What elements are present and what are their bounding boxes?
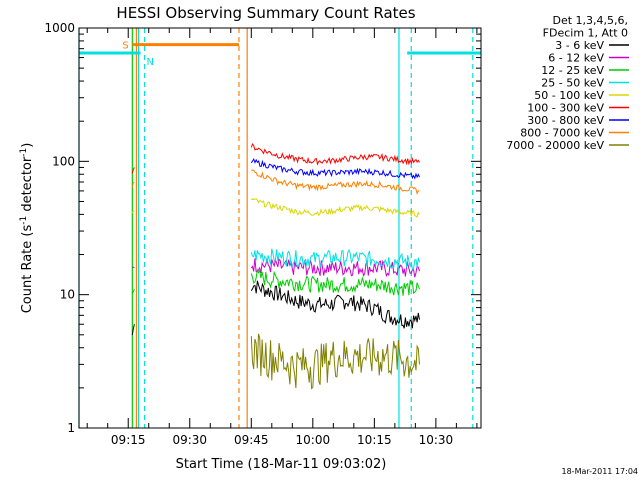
series-4 <box>131 198 420 218</box>
saa-flag-label: S <box>122 41 128 52</box>
series-6 <box>250 157 420 180</box>
y-tick-label-1: 10 <box>60 288 75 302</box>
series-line-6-0 <box>250 157 420 180</box>
x-tick-label-2: 09:45 <box>234 433 269 447</box>
timestamp: 18-Mar-2011 17:04 <box>562 467 639 476</box>
x-tick-label-5: 10:30 <box>419 433 454 447</box>
legend-label-2: 12 - 25 keV <box>541 64 604 77</box>
x-axis-label: Start Time (18-Mar-11 09:03:02) <box>176 457 387 472</box>
legend-label-3: 25 - 50 keV <box>541 77 604 90</box>
series-line-5-1 <box>250 142 420 166</box>
legend-label-0: 3 - 6 keV <box>555 39 604 52</box>
series-line-2-0 <box>131 288 135 295</box>
legend-label-1: 6 - 12 keV <box>548 52 604 65</box>
series-line-0-0 <box>131 324 135 336</box>
legend-label-8: 7000 - 20000 keV <box>506 139 604 152</box>
legend: Det 1,3,4,5,6,FDecim 1, Att 03 - 6 keV6 … <box>506 14 629 152</box>
x-tick-label-3: 10:00 <box>296 433 331 447</box>
series-line-4-1 <box>250 198 420 218</box>
series-5 <box>131 142 420 174</box>
series-3 <box>250 248 420 271</box>
series-line-2-1 <box>250 268 420 296</box>
x-tick-label-4: 10:15 <box>357 433 392 447</box>
y-tick-label-0: 1 <box>67 421 75 435</box>
night-flag-label-0: N <box>147 57 154 68</box>
plot-area: SN <box>78 28 481 428</box>
legend-label-4: 50 - 100 keV <box>534 89 604 102</box>
legend-header-1: FDecim 1, Att 0 <box>543 27 628 40</box>
y-tick-label-2: 100 <box>52 154 75 168</box>
legend-header-0: Det 1,3,4,5,6, <box>552 14 628 27</box>
y-tick-label-3: 1000 <box>44 21 75 35</box>
axes: 09:15 09:30 09:45 10:00 10:15 10:30 1 10 100 1000 <box>44 21 482 447</box>
series-line-1-0 <box>132 266 135 269</box>
x-tick-label-0: 09:15 <box>111 433 146 447</box>
series-1 <box>132 257 420 278</box>
x-tick-label-1: 09:30 <box>172 433 207 447</box>
legend-label-6: 300 - 800 keV <box>527 114 604 127</box>
legend-label-7: 800 - 7000 keV <box>520 127 604 140</box>
series-line-3-0 <box>250 248 420 271</box>
series-line-8-0 <box>250 333 420 390</box>
series-line-7-1 <box>251 169 420 195</box>
series-8 <box>250 333 420 390</box>
legend-label-5: 100 - 300 keV <box>527 102 604 115</box>
series-line-7-0 <box>131 181 135 188</box>
series-line-5-0 <box>131 167 135 174</box>
series-7 <box>131 169 420 195</box>
chart-title: HESSI Observing Summary Count Rates <box>116 4 415 22</box>
series-line-1-1 <box>250 257 420 278</box>
y-axis-label: Count Rate (s-1 detector-1) <box>19 143 35 314</box>
series-2 <box>131 268 420 296</box>
series-0 <box>131 280 420 336</box>
series-line-4-0 <box>131 210 135 214</box>
plot-frame <box>78 27 482 429</box>
series-line-0-1 <box>250 280 420 329</box>
